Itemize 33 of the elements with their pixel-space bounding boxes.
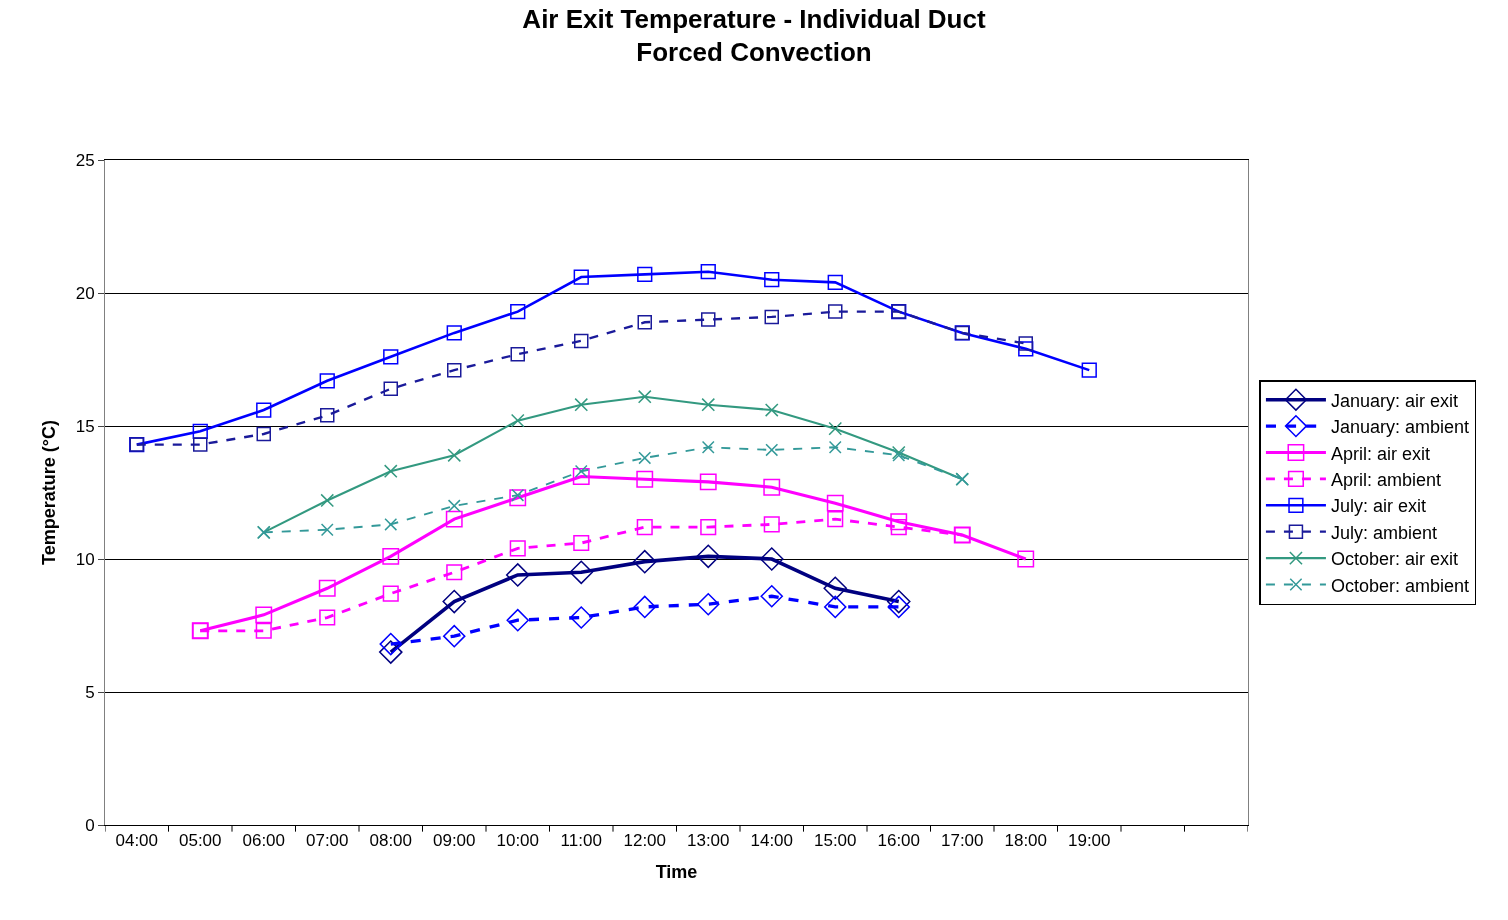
x-tick-label: 07:00 — [305, 831, 349, 851]
x-tick-label: 16:00 — [877, 831, 921, 851]
legend-label: October: air exit — [1330, 549, 1458, 570]
x-tick-label: 14:00 — [750, 831, 794, 851]
y-tick-label: 15 — [75, 416, 95, 436]
legend-label: October: ambient — [1330, 575, 1470, 596]
x-tick-label: 05:00 — [178, 831, 222, 851]
x-tick-label: 09:00 — [432, 831, 476, 851]
y-tick-label: 20 — [75, 283, 95, 303]
chart-title: Air Exit Temperature - Individual Duct Forced Convection — [522, 3, 986, 68]
y-axis-title: Temperature (°C) — [38, 420, 59, 565]
x-tick-label: 11:00 — [560, 831, 602, 851]
legend-label: July: ambient — [1330, 522, 1437, 543]
x-tick-label: 06:00 — [242, 831, 286, 851]
legend-label: April: air exit — [1330, 443, 1430, 464]
y-tick-label: 0 — [85, 815, 95, 835]
legend-label: January: ambient — [1330, 417, 1470, 438]
y-tick-label: 5 — [85, 682, 95, 702]
x-tick-label: 04:00 — [115, 831, 159, 851]
legend-label: January: air exit — [1330, 390, 1458, 411]
y-tick-label: 25 — [75, 150, 95, 170]
legend-label: April: ambient — [1330, 469, 1441, 490]
x-axis-title: Time — [655, 861, 698, 882]
x-tick-label: 15:00 — [813, 831, 857, 851]
x-tick-label: 08:00 — [369, 831, 413, 851]
x-tick-label: 12:00 — [623, 831, 667, 851]
legend-label: July: air exit — [1330, 496, 1426, 517]
x-tick-label: 17:00 — [940, 831, 984, 851]
x-tick-label: 10:00 — [496, 831, 540, 851]
y-tick-label: 10 — [75, 549, 95, 569]
x-tick-label: 19:00 — [1067, 831, 1111, 851]
x-tick-label: 18:00 — [1004, 831, 1048, 851]
x-tick-label: 13:00 — [686, 831, 730, 851]
